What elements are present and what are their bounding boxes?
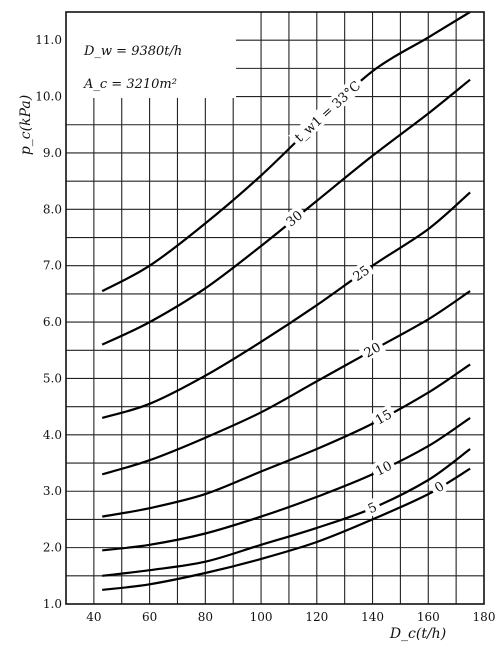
annotation-flow: D_w = 9380t/h	[83, 44, 182, 59]
x-tick-label: 120	[305, 610, 328, 624]
tick-labels: 40 60 80 100 120 140 160 1801.02.03.04.05.06.07…	[35, 33, 495, 624]
series-label-background	[369, 455, 398, 481]
y-tick-label: 9.0	[43, 146, 62, 160]
series-curves	[101, 11, 471, 591]
x-tick-label: 60	[142, 610, 157, 624]
y-tick-label: 1.0	[43, 597, 62, 611]
series-line-5	[102, 448, 471, 577]
series-label-group: 25	[346, 259, 375, 286]
series-line-0	[102, 467, 471, 591]
y-tick-label: 7.0	[43, 259, 62, 273]
x-axis-label: D_c(t/h)	[389, 626, 446, 642]
series-label: 10	[373, 459, 395, 480]
series-label-group: 0	[428, 475, 450, 498]
series-label: 20	[362, 340, 384, 361]
series-line-15	[102, 363, 471, 518]
y-tick-label: 2.0	[43, 541, 62, 555]
x-tick-label: 40	[86, 610, 101, 624]
y-tick-label: 4.0	[43, 428, 62, 442]
plot-frame	[65, 11, 485, 605]
x-tick-label: 100	[250, 610, 273, 624]
series-label-group: 5	[361, 496, 383, 518]
x-tick-label: 160	[417, 610, 440, 624]
x-tick-label: 140	[361, 610, 384, 624]
series-label-background	[346, 259, 375, 286]
series-line-30	[101, 78, 471, 346]
series-label-background	[361, 496, 383, 518]
series-label-background	[369, 403, 398, 430]
x-tick-label: 180	[473, 610, 496, 624]
y-tick-label: 8.0	[43, 202, 62, 216]
series-label: t_w1 = 33°C	[292, 79, 364, 146]
series-label-group: 20	[358, 336, 386, 363]
x-tick-label: 80	[198, 610, 213, 624]
series-label-group: 10	[369, 455, 398, 481]
series-label-background	[279, 204, 308, 232]
series-line-33C	[101, 11, 471, 293]
series-line-10	[102, 416, 471, 552]
y-tick-label: 10.0	[35, 90, 62, 104]
y-tick-label: 6.0	[43, 315, 62, 329]
y-tick-label: 5.0	[43, 371, 62, 385]
y-tick-label: 3.0	[43, 484, 62, 498]
series-label-group: t_w1 = 33°C	[288, 74, 367, 148]
y-axis-label: p_c(kPa)	[18, 95, 34, 155]
series-label-background	[428, 475, 450, 498]
annotation-area: A_c = 3210m²	[83, 77, 177, 92]
series-label: 15	[373, 407, 395, 428]
series-label-background	[358, 336, 386, 363]
series-label-group: 15	[369, 403, 398, 430]
annotation-box	[66, 12, 236, 98]
grid-lines	[66, 11, 484, 604]
series-line-25	[101, 191, 471, 419]
y-tick-label: 11.0	[35, 33, 62, 47]
series-line-20	[101, 290, 471, 476]
series-label-background	[288, 74, 367, 148]
